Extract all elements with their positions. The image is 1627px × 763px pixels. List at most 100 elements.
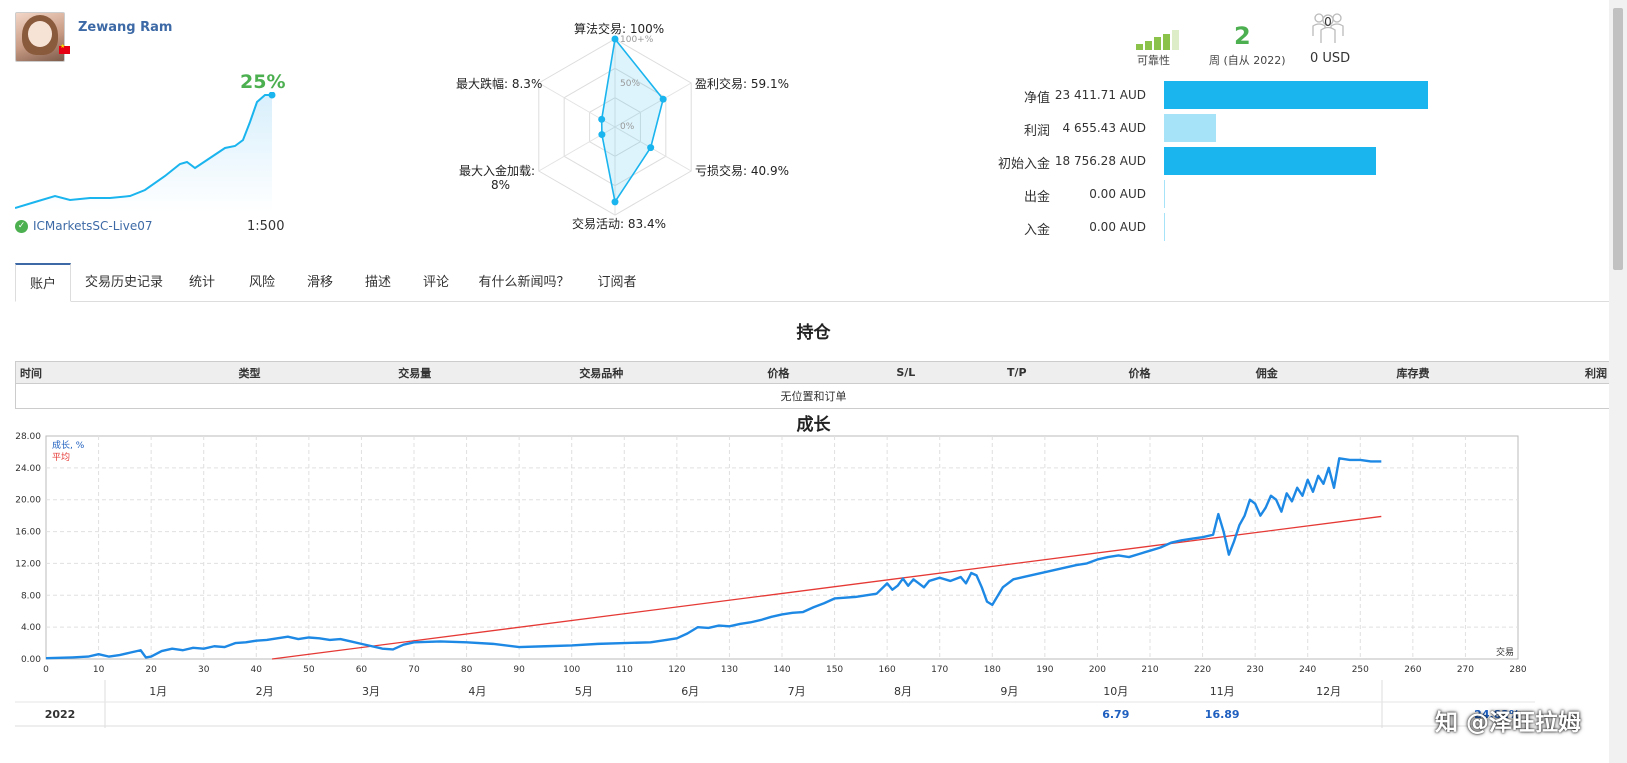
stat-bar-3 bbox=[1164, 180, 1165, 208]
positions-col-7: 价格 bbox=[1073, 361, 1206, 384]
x-tick-16: 160 bbox=[879, 665, 896, 675]
x-tick-0: 0 bbox=[43, 665, 49, 675]
radar-axis-1 bbox=[614, 82, 692, 128]
x-tick-17: 170 bbox=[931, 665, 948, 675]
broker-name[interactable]: ICMarketsSC-Live07 bbox=[33, 219, 153, 233]
mini-growth-area bbox=[15, 95, 272, 212]
weeks-value: 2 bbox=[1234, 22, 1251, 50]
month-10: 11月 bbox=[1210, 685, 1235, 698]
x-tick-22: 220 bbox=[1194, 665, 1211, 675]
month-9: 10月 bbox=[1103, 685, 1128, 698]
x-tick-20: 200 bbox=[1089, 665, 1106, 675]
x-tick-25: 250 bbox=[1352, 665, 1369, 675]
radar-point-0 bbox=[611, 35, 619, 43]
radar-label-profit: 盈利交易: 59.1% bbox=[695, 77, 789, 91]
stat-label-0: 净值 bbox=[1023, 91, 1050, 106]
stat-label-4: 入金 bbox=[1023, 223, 1050, 238]
broker-server[interactable]: ✓ ICMarketsSC-Live07 bbox=[15, 219, 153, 233]
stat-value-1: 4 655.43 AUD bbox=[1062, 121, 1146, 135]
growth-percent: 25% bbox=[240, 71, 286, 93]
positions-col-3: 交易品种 bbox=[497, 361, 706, 384]
positions-col-5: S/L bbox=[851, 361, 961, 384]
positions-col-6: T/P bbox=[960, 361, 1074, 384]
scrollbar[interactable] bbox=[1609, 0, 1627, 763]
radar-area bbox=[600, 37, 665, 204]
y-tick-7: 28.00 bbox=[15, 432, 41, 442]
radar-tick-50: 50% bbox=[620, 79, 641, 89]
x-tick-27: 270 bbox=[1457, 665, 1474, 675]
tab-bar: 账户 交易历史记录 统计 风险 滑移 描述 评论 有什么新闻吗？ 订阅者 bbox=[15, 263, 1612, 302]
avatar[interactable] bbox=[15, 12, 65, 62]
series-growth-line bbox=[45, 457, 1382, 660]
x-tick-21: 210 bbox=[1141, 665, 1158, 675]
weeks-label: 周 (自从 2022) bbox=[1209, 54, 1286, 67]
y-tick-3: 12.00 bbox=[15, 559, 41, 569]
growth-chart: 0 10 20 30 40 50 60 70 80 90 100 110 120 130 140 150 160… bbox=[15, 432, 1527, 675]
x-tick-12: 120 bbox=[668, 665, 685, 675]
x-tick-5: 50 bbox=[303, 665, 315, 675]
stat-bar-1 bbox=[1164, 114, 1216, 142]
stat-bar-2 bbox=[1164, 147, 1376, 175]
x-tick-14: 140 bbox=[773, 665, 790, 675]
radar-label-drawdown: 最大跌幅: 8.3% bbox=[456, 77, 543, 91]
positions-col-10: 利润 bbox=[1497, 361, 1612, 384]
tab-2[interactable]: 统计 bbox=[188, 275, 215, 290]
radar-tick-0: 0% bbox=[620, 122, 635, 132]
month-8: 9月 bbox=[1000, 685, 1018, 698]
radar-point-2 bbox=[647, 144, 655, 152]
reliability-icon bbox=[1136, 30, 1179, 50]
tab-8[interactable]: 订阅者 bbox=[597, 275, 637, 290]
stat-bar-4 bbox=[1164, 213, 1165, 241]
tab-5[interactable]: 描述 bbox=[364, 275, 391, 290]
tab-4[interactable]: 滑移 bbox=[306, 275, 333, 290]
radar-tick-100: 100+% bbox=[620, 35, 654, 45]
month-4: 5月 bbox=[575, 685, 593, 698]
stat-value-2: 18 756.28 AUD bbox=[1054, 154, 1146, 168]
positions-col-9: 库存费 bbox=[1327, 361, 1498, 384]
positions-col-8: 佣金 bbox=[1205, 361, 1328, 384]
x-tick-2: 20 bbox=[145, 665, 157, 675]
tab-7[interactable]: 有什么新闻吗？ bbox=[478, 275, 570, 290]
positions-col-1: 类型 bbox=[166, 361, 333, 384]
x-tick-7: 70 bbox=[408, 665, 420, 675]
subscribers-count: 0 bbox=[1324, 15, 1332, 29]
tab-1[interactable]: 交易历史记录 bbox=[84, 275, 163, 290]
month-2: 3月 bbox=[362, 685, 380, 698]
y-tick-6: 24.00 bbox=[15, 464, 41, 474]
china-flag-icon bbox=[59, 43, 70, 54]
radar-point-5 bbox=[598, 115, 606, 123]
leverage: 1:500 bbox=[247, 219, 285, 234]
legend-average: 平均 bbox=[52, 451, 70, 463]
tab-3[interactable]: 风险 bbox=[248, 275, 275, 290]
positions-col-4: 价格 bbox=[705, 361, 852, 384]
user-name[interactable]: Zewang Ram bbox=[78, 20, 173, 35]
tab-0[interactable]: 账户 bbox=[15, 263, 71, 302]
x-tick-18: 180 bbox=[984, 665, 1001, 675]
growth-title: 成长 bbox=[796, 415, 831, 435]
positions-table: 时间 类型 交易量 交易品种 价格 S/L T/P 价格 佣金 库存费 利润 无位置和订单 bbox=[15, 361, 1612, 409]
stat-label-3: 出金 bbox=[1023, 190, 1050, 205]
radar-label-max-load-value: 8% bbox=[491, 178, 511, 192]
legend-growth: 成长, % bbox=[52, 439, 85, 451]
y-tick-2: 8.00 bbox=[21, 591, 41, 601]
month-1: 2月 bbox=[256, 685, 274, 698]
stat-label-1: 利润 bbox=[1023, 124, 1050, 139]
radar-label-algo: 算法交易: 100% bbox=[574, 22, 665, 36]
year-value-nov: 16.89 bbox=[1205, 708, 1240, 721]
series-average-line bbox=[271, 515, 1382, 660]
month-0: 1月 bbox=[149, 685, 167, 698]
subscribers-icon bbox=[1312, 13, 1344, 43]
x-tick-15: 150 bbox=[826, 665, 843, 675]
stat-bar-0 bbox=[1164, 81, 1428, 109]
y-tick-1: 4.00 bbox=[21, 623, 41, 633]
x-tick-24: 240 bbox=[1299, 665, 1316, 675]
x-tick-4: 40 bbox=[251, 665, 263, 675]
x-tick-3: 30 bbox=[198, 665, 210, 675]
radar-label-loss: 亏损交易: 40.9% bbox=[695, 164, 789, 178]
x-tick-8: 80 bbox=[461, 665, 473, 675]
scrollbar-thumb[interactable] bbox=[1613, 8, 1623, 270]
radar-point-1 bbox=[659, 95, 667, 103]
month-11: 12月 bbox=[1316, 685, 1341, 698]
stat-value-0: 23 411.71 AUD bbox=[1054, 88, 1146, 102]
tab-6[interactable]: 评论 bbox=[422, 275, 449, 290]
